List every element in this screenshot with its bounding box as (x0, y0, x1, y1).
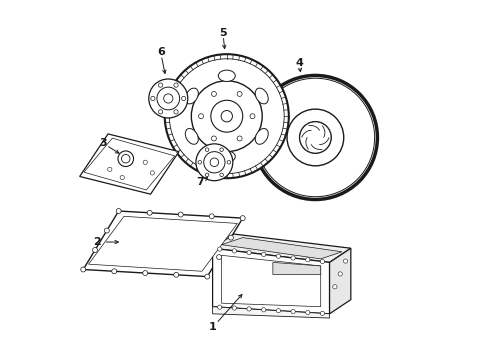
Circle shape (221, 111, 232, 122)
Circle shape (232, 306, 236, 310)
Circle shape (150, 171, 154, 175)
Circle shape (148, 79, 187, 118)
Text: 3: 3 (99, 138, 106, 148)
Circle shape (320, 260, 324, 264)
Circle shape (147, 210, 152, 215)
Circle shape (121, 154, 130, 163)
Circle shape (217, 305, 222, 309)
Circle shape (203, 152, 224, 173)
Circle shape (343, 259, 347, 263)
Circle shape (181, 96, 185, 100)
Circle shape (169, 59, 284, 174)
Circle shape (240, 216, 244, 221)
Text: 6: 6 (157, 48, 165, 57)
Circle shape (286, 109, 343, 166)
Ellipse shape (185, 129, 198, 144)
Ellipse shape (255, 129, 268, 144)
Circle shape (112, 269, 117, 274)
Polygon shape (272, 262, 320, 274)
Circle shape (232, 249, 236, 253)
Ellipse shape (185, 88, 198, 104)
Ellipse shape (255, 88, 268, 104)
Circle shape (163, 94, 173, 103)
Circle shape (92, 248, 97, 252)
Polygon shape (80, 134, 179, 194)
Circle shape (198, 114, 203, 119)
Circle shape (226, 161, 230, 164)
Circle shape (228, 235, 233, 240)
Circle shape (216, 255, 221, 260)
Circle shape (196, 144, 232, 181)
Circle shape (158, 83, 163, 87)
Circle shape (220, 148, 223, 152)
Circle shape (142, 271, 147, 275)
Circle shape (220, 173, 223, 177)
Circle shape (104, 228, 109, 233)
Text: 2: 2 (93, 237, 101, 247)
Circle shape (164, 54, 288, 178)
Circle shape (209, 214, 214, 219)
Circle shape (174, 110, 178, 114)
Circle shape (246, 307, 251, 311)
Circle shape (305, 310, 309, 315)
Text: 4: 4 (295, 58, 303, 68)
Circle shape (210, 100, 242, 132)
Circle shape (211, 136, 216, 141)
Circle shape (178, 212, 183, 217)
Polygon shape (88, 216, 237, 271)
Polygon shape (221, 238, 341, 259)
Circle shape (120, 175, 124, 180)
Polygon shape (212, 248, 329, 314)
Circle shape (210, 158, 218, 167)
Text: 1: 1 (208, 322, 216, 332)
Circle shape (107, 167, 112, 171)
Circle shape (249, 114, 254, 119)
Circle shape (261, 308, 265, 312)
Circle shape (237, 91, 242, 96)
Polygon shape (212, 234, 350, 262)
Circle shape (305, 258, 309, 262)
Circle shape (337, 272, 342, 276)
Circle shape (116, 208, 121, 213)
Polygon shape (221, 255, 320, 307)
Circle shape (173, 272, 179, 277)
Circle shape (157, 87, 179, 110)
Circle shape (81, 267, 85, 272)
Circle shape (290, 310, 295, 314)
Text: 7: 7 (196, 177, 203, 187)
Text: 5: 5 (219, 28, 226, 38)
Circle shape (211, 91, 216, 96)
Circle shape (290, 256, 295, 260)
Ellipse shape (218, 70, 235, 81)
Circle shape (191, 81, 262, 152)
Circle shape (299, 122, 330, 153)
Circle shape (320, 311, 324, 315)
Circle shape (198, 161, 201, 164)
Circle shape (205, 148, 208, 152)
Circle shape (174, 83, 178, 87)
Circle shape (217, 247, 222, 251)
Circle shape (143, 160, 147, 165)
Circle shape (256, 78, 374, 197)
Circle shape (253, 76, 377, 199)
Circle shape (308, 131, 321, 144)
Circle shape (246, 251, 251, 255)
Circle shape (118, 151, 133, 167)
Circle shape (299, 122, 331, 153)
Circle shape (332, 285, 336, 289)
Polygon shape (84, 138, 174, 190)
Circle shape (261, 252, 265, 257)
Circle shape (276, 254, 280, 258)
Circle shape (205, 173, 208, 177)
Polygon shape (329, 248, 350, 314)
Circle shape (158, 110, 163, 114)
Polygon shape (212, 307, 329, 318)
Polygon shape (83, 211, 242, 276)
Circle shape (237, 136, 242, 141)
Circle shape (150, 96, 155, 100)
Circle shape (276, 309, 280, 313)
Ellipse shape (218, 151, 235, 162)
Circle shape (204, 274, 209, 279)
